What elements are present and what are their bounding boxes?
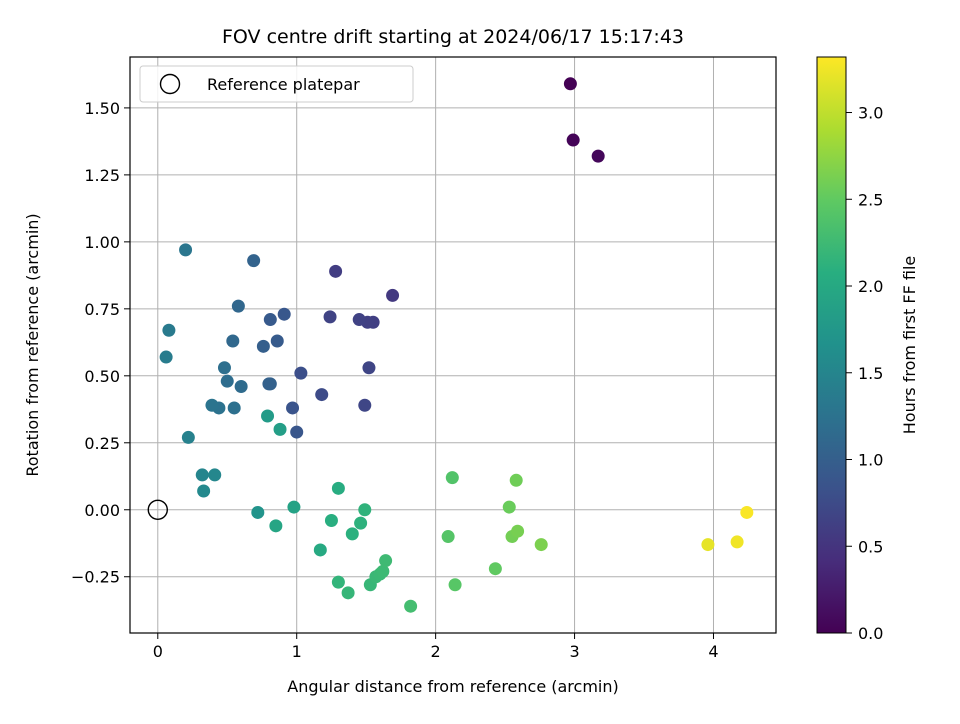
legend-box <box>139 65 414 103</box>
data-point <box>441 530 455 544</box>
data-point <box>217 361 231 375</box>
data-point <box>261 409 275 423</box>
y-tick-label: 0.50 <box>84 367 120 386</box>
x-axis-ticks: 0 1 2 3 4 <box>153 633 719 661</box>
data-point <box>315 388 329 402</box>
colorbar-gradient <box>816 56 847 634</box>
data-point <box>502 500 516 514</box>
colorbar-tick-label: 1.0 <box>858 451 883 470</box>
data-point <box>352 313 366 327</box>
colorbar-tick-label: 2.5 <box>858 190 883 209</box>
data-point <box>354 516 368 530</box>
data-point <box>256 339 270 353</box>
data-point <box>511 524 525 538</box>
data-point <box>448 578 462 592</box>
y-tick-label: 0.75 <box>84 300 120 319</box>
data-point <box>323 310 337 324</box>
x-axis-label: Angular distance from reference (arcmin) <box>287 677 618 696</box>
colorbar-ticks: 0.0 0.5 1.0 1.5 2.0 2.5 3.0 <box>846 104 883 643</box>
data-point <box>379 554 393 568</box>
legend-entry-reference-platepar: Reference platepar <box>207 75 360 94</box>
data-point <box>331 481 345 495</box>
data-point <box>159 350 173 364</box>
y-tick-label: 0.00 <box>84 501 120 520</box>
colorbar-tick-label: 2.0 <box>858 277 883 296</box>
data-point <box>262 377 276 391</box>
colorbar-tick-label: 0.0 <box>858 624 883 643</box>
x-tick-label: 4 <box>708 642 718 661</box>
data-point <box>181 430 195 444</box>
colorbar-label: Hours from first FF file <box>900 256 919 435</box>
x-tick-label: 0 <box>153 642 163 661</box>
data-point <box>488 562 502 576</box>
colorbar: 0.0 0.5 1.0 1.5 2.0 2.5 3.0 Hours from first F… <box>816 56 919 643</box>
x-tick-label: 2 <box>431 642 441 661</box>
data-point <box>247 254 261 268</box>
data-point <box>263 313 277 327</box>
data-point <box>563 77 577 91</box>
colorbar-tick-label: 0.5 <box>858 537 883 556</box>
data-point <box>362 361 376 375</box>
data-point <box>740 505 754 519</box>
colorbar-tick-label: 3.0 <box>858 104 883 123</box>
data-point <box>341 586 355 600</box>
data-point <box>270 334 284 348</box>
data-point <box>251 505 265 519</box>
plot-frame <box>129 56 777 634</box>
data-point <box>358 398 372 412</box>
data-point <box>324 513 338 527</box>
data-point <box>227 401 241 415</box>
data-point <box>162 323 176 337</box>
data-point <box>179 243 193 257</box>
data-point <box>226 334 240 348</box>
data-point <box>220 374 234 388</box>
data-points <box>159 77 754 613</box>
data-point <box>197 484 211 498</box>
data-point <box>329 264 343 278</box>
data-point <box>701 538 715 552</box>
reference-marker-layer <box>147 499 168 520</box>
y-tick-label: 1.25 <box>84 166 120 185</box>
legend: Reference platepar <box>139 65 414 103</box>
x-tick-label: 3 <box>569 642 579 661</box>
data-point <box>445 471 459 485</box>
y-tick-label: 0.25 <box>84 434 120 453</box>
data-point <box>290 425 304 439</box>
data-point <box>269 519 283 533</box>
y-tick-label: 1.50 <box>84 99 120 118</box>
data-point <box>358 503 372 517</box>
data-point <box>730 535 744 549</box>
data-point <box>287 500 301 514</box>
data-point <box>376 564 390 578</box>
reference-platepar-marker <box>147 499 168 520</box>
data-point <box>345 527 359 541</box>
y-axis-ticks: −0.25 0.00 0.25 0.50 0.75 1.00 1.25 1.50 <box>71 99 130 587</box>
y-tick-label: 1.00 <box>84 233 120 252</box>
data-point <box>234 380 248 394</box>
chart-title: FOV centre drift starting at 2024/06/17 … <box>222 26 684 48</box>
data-point <box>404 599 418 613</box>
y-tick-label: −0.25 <box>71 568 120 587</box>
data-point <box>386 288 400 302</box>
data-point <box>205 398 219 412</box>
data-point <box>509 473 523 487</box>
data-point <box>313 543 327 557</box>
data-point <box>231 299 245 313</box>
grid <box>130 57 776 633</box>
data-point <box>273 422 287 436</box>
colorbar-tick-label: 1.5 <box>858 364 883 383</box>
legend-reference-marker <box>159 73 181 95</box>
data-point <box>208 468 222 482</box>
y-axis-label: Rotation from reference (arcmin) <box>23 213 42 476</box>
data-point <box>277 307 291 321</box>
data-point <box>566 133 580 147</box>
x-tick-label: 1 <box>292 642 302 661</box>
data-point <box>195 468 209 482</box>
data-point <box>591 149 605 163</box>
data-point <box>286 401 300 415</box>
data-point <box>294 366 308 380</box>
data-point <box>534 538 548 552</box>
data-point <box>331 575 345 589</box>
